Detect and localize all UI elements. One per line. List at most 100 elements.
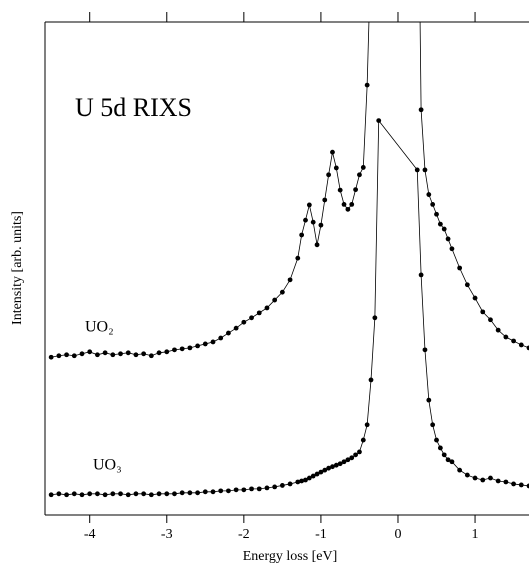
data-point (449, 246, 455, 252)
data-point (125, 492, 131, 498)
data-point (333, 462, 339, 468)
data-point (156, 350, 162, 356)
data-point (526, 345, 529, 351)
data-point (79, 492, 85, 498)
data-point (511, 481, 516, 487)
data-point (357, 172, 362, 178)
data-point (449, 459, 455, 465)
data-point (472, 295, 478, 301)
data-point (418, 107, 424, 113)
data-point (195, 343, 200, 349)
data-point (422, 167, 428, 173)
series-line (51, 22, 529, 358)
data-point (87, 491, 93, 497)
data-point (179, 346, 185, 352)
data-point (357, 449, 362, 455)
data-point (376, 118, 382, 123)
data-point (264, 485, 270, 491)
data-point (360, 165, 366, 170)
data-point (202, 341, 208, 347)
data-point (364, 422, 370, 428)
data-point (322, 467, 328, 473)
data-point (503, 334, 509, 340)
data-point (249, 315, 254, 321)
data-point (330, 464, 335, 470)
data-point (218, 488, 224, 494)
data-point (418, 272, 424, 278)
data-point (299, 232, 305, 238)
data-point (488, 317, 493, 323)
data-point (341, 202, 347, 207)
data-point (71, 353, 77, 359)
data-point (364, 82, 370, 88)
data-point (256, 486, 262, 492)
data-point (64, 492, 69, 498)
data-point (464, 472, 470, 478)
data-point (434, 211, 439, 217)
data-point (310, 219, 316, 225)
data-point (102, 492, 108, 498)
data-point (279, 483, 285, 488)
data-point (430, 422, 436, 428)
data-point (434, 437, 439, 443)
data-point (511, 338, 516, 344)
data-point (295, 479, 301, 485)
data-point (360, 437, 366, 443)
data-point (87, 349, 93, 355)
data-point (187, 490, 193, 496)
data-point (368, 377, 374, 383)
data-point (148, 353, 154, 359)
data-point (256, 310, 262, 316)
data-point (148, 492, 154, 498)
data-point (195, 490, 200, 496)
data-point (272, 297, 278, 303)
data-point (488, 475, 493, 481)
data-point (414, 167, 420, 173)
plot-area (48, 22, 529, 498)
data-point (133, 491, 139, 497)
data-point (202, 489, 208, 495)
x-tick-label: -1 (315, 527, 327, 542)
data-point (303, 217, 308, 223)
data-point (445, 236, 451, 242)
data-point (437, 221, 443, 227)
data-point (457, 265, 463, 271)
data-point (241, 487, 247, 493)
data-point (141, 351, 147, 357)
data-point (472, 475, 478, 481)
data-point (518, 482, 524, 488)
x-tick-label: 1 (472, 527, 479, 542)
data-point (345, 206, 351, 212)
annotation: U 5d RIXS (75, 93, 192, 122)
data-point (118, 491, 123, 497)
data-point (526, 483, 529, 489)
data-point (441, 226, 447, 232)
data-point (422, 347, 428, 353)
data-point (503, 479, 509, 485)
x-tick-label: 0 (394, 527, 401, 542)
data-point (495, 478, 501, 484)
data-point (372, 315, 378, 321)
data-point (314, 242, 320, 248)
data-point (187, 345, 193, 351)
data-point (210, 339, 216, 345)
data-point (179, 490, 185, 496)
data-point (233, 487, 239, 493)
data-point (172, 347, 177, 353)
data-point (441, 452, 447, 458)
data-point (303, 477, 308, 483)
data-point (118, 351, 123, 357)
data-point (353, 452, 358, 458)
data-point (172, 491, 177, 497)
data-point (430, 202, 436, 207)
data-point (437, 445, 443, 451)
data-point (306, 475, 312, 481)
data-point (226, 330, 231, 336)
data-point (210, 489, 216, 495)
data-point (353, 187, 358, 193)
data-point (133, 352, 139, 358)
data-point (141, 491, 147, 497)
data-point (314, 471, 320, 477)
data-point (218, 335, 224, 341)
data-point (226, 488, 231, 494)
